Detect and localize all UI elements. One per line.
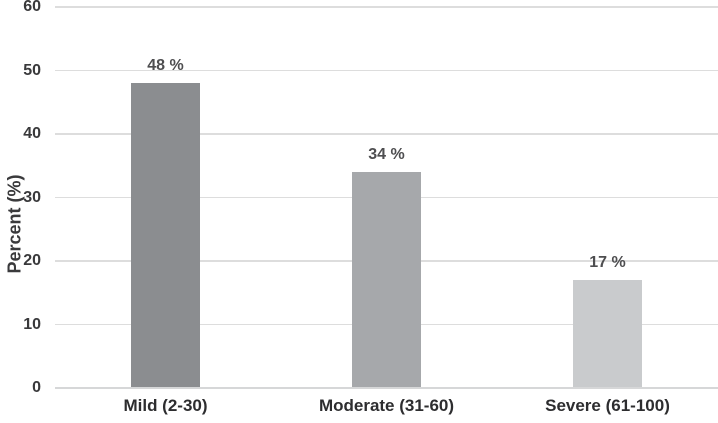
bar-value-label: 34 %: [368, 145, 405, 163]
plot-area: 48 % 34 % 17 %: [55, 6, 718, 388]
y-axis-tick-label: 40: [23, 125, 41, 142]
bar-value-label: 48 %: [147, 56, 184, 74]
x-axis-category-label: Moderate (31-60): [318, 396, 455, 415]
x-axis-category-label: Mild (2-30): [123, 396, 208, 415]
gridline-50: [55, 69, 718, 72]
x-axis-line: [55, 387, 718, 389]
x-axis-category-label: Severe (61-100): [545, 396, 670, 415]
gridline-40: [55, 133, 718, 135]
bar-value-label: 17 %: [589, 253, 626, 271]
gridline-60: [55, 6, 718, 8]
y-axis-tick-label: 30: [23, 188, 41, 206]
y-axis-tick-label: 20: [23, 252, 41, 269]
y-axis-tick-label: 60: [23, 0, 41, 15]
bar-0: [131, 83, 200, 388]
y-axis-tick-label: 0: [32, 379, 41, 396]
bar-1: [352, 172, 421, 388]
bar-2: [573, 280, 642, 388]
y-axis-tick-label: 10: [23, 315, 41, 333]
y-axis-tick-label: 50: [23, 61, 41, 79]
